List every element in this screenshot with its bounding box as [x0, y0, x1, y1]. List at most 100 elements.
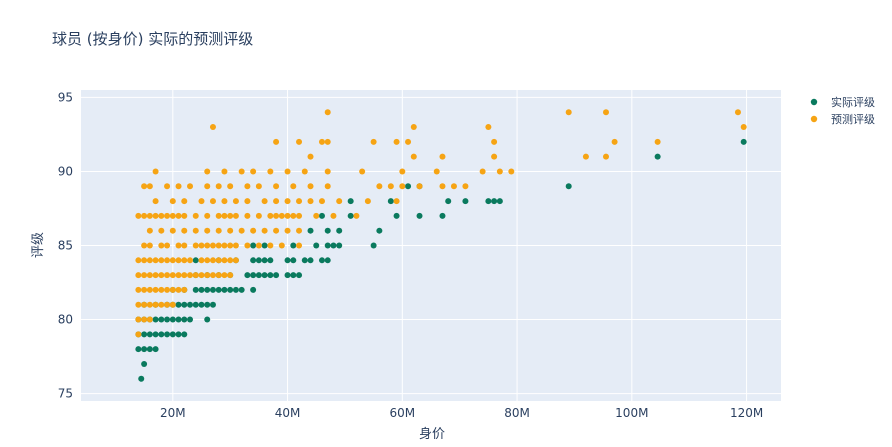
- predicted-rating-point[interactable]: [307, 183, 314, 190]
- actual-rating-point[interactable]: [290, 272, 297, 279]
- predicted-rating-point[interactable]: [209, 257, 216, 264]
- predicted-rating-point[interactable]: [215, 212, 222, 219]
- actual-rating-point[interactable]: [290, 257, 297, 264]
- predicted-rating-point[interactable]: [296, 227, 303, 234]
- actual-rating-point[interactable]: [181, 316, 188, 323]
- actual-rating-point[interactable]: [387, 198, 394, 205]
- predicted-rating-point[interactable]: [284, 212, 291, 219]
- predicted-rating-point[interactable]: [169, 198, 176, 205]
- predicted-rating-point[interactable]: [410, 153, 417, 160]
- actual-rating-point[interactable]: [181, 331, 188, 338]
- predicted-rating-point[interactable]: [330, 212, 337, 219]
- actual-rating-point[interactable]: [347, 198, 354, 205]
- actual-rating-point[interactable]: [347, 212, 354, 219]
- actual-rating-point[interactable]: [238, 286, 245, 293]
- predicted-rating-point[interactable]: [232, 198, 239, 205]
- predicted-rating-point[interactable]: [215, 272, 222, 279]
- predicted-rating-point[interactable]: [267, 168, 274, 175]
- predicted-rating-point[interactable]: [204, 242, 211, 249]
- actual-rating-point[interactable]: [215, 286, 222, 293]
- predicted-rating-point[interactable]: [307, 198, 314, 205]
- actual-rating-point[interactable]: [393, 212, 400, 219]
- predicted-rating-point[interactable]: [450, 183, 457, 190]
- actual-rating-point[interactable]: [330, 242, 337, 249]
- predicted-rating-point[interactable]: [232, 257, 239, 264]
- predicted-rating-point[interactable]: [324, 109, 331, 116]
- predicted-rating-point[interactable]: [227, 242, 234, 249]
- actual-rating-point[interactable]: [181, 301, 188, 308]
- predicted-rating-point[interactable]: [141, 272, 148, 279]
- predicted-rating-point[interactable]: [296, 212, 303, 219]
- predicted-rating-point[interactable]: [296, 198, 303, 205]
- actual-rating-point[interactable]: [141, 346, 148, 353]
- predicted-rating-point[interactable]: [278, 212, 285, 219]
- predicted-rating-point[interactable]: [169, 301, 176, 308]
- predicted-rating-point[interactable]: [261, 227, 268, 234]
- predicted-rating-point[interactable]: [141, 316, 148, 323]
- predicted-rating-point[interactable]: [146, 227, 153, 234]
- predicted-rating-point[interactable]: [221, 272, 228, 279]
- predicted-rating-point[interactable]: [141, 301, 148, 308]
- predicted-rating-point[interactable]: [169, 212, 176, 219]
- predicted-rating-point[interactable]: [313, 212, 320, 219]
- actual-rating-point[interactable]: [324, 227, 331, 234]
- actual-rating-point[interactable]: [324, 242, 331, 249]
- predicted-rating-point[interactable]: [439, 183, 446, 190]
- predicted-rating-point[interactable]: [410, 124, 417, 131]
- predicted-rating-point[interactable]: [370, 138, 377, 145]
- predicted-rating-point[interactable]: [152, 168, 159, 175]
- predicted-rating-point[interactable]: [175, 257, 182, 264]
- actual-rating-point[interactable]: [496, 198, 503, 205]
- actual-rating-point[interactable]: [209, 301, 216, 308]
- predicted-rating-point[interactable]: [255, 183, 262, 190]
- predicted-rating-point[interactable]: [582, 153, 589, 160]
- actual-rating-point[interactable]: [255, 257, 262, 264]
- predicted-rating-point[interactable]: [164, 212, 171, 219]
- predicted-rating-point[interactable]: [508, 168, 515, 175]
- actual-rating-point[interactable]: [445, 198, 452, 205]
- predicted-rating-point[interactable]: [399, 168, 406, 175]
- predicted-rating-point[interactable]: [244, 183, 251, 190]
- predicted-rating-point[interactable]: [491, 153, 498, 160]
- predicted-rating-point[interactable]: [491, 138, 498, 145]
- predicted-rating-point[interactable]: [359, 168, 366, 175]
- predicted-rating-point[interactable]: [146, 316, 153, 323]
- predicted-rating-point[interactable]: [192, 227, 199, 234]
- predicted-rating-point[interactable]: [204, 212, 211, 219]
- predicted-rating-point[interactable]: [152, 198, 159, 205]
- actual-rating-point[interactable]: [462, 198, 469, 205]
- predicted-rating-point[interactable]: [209, 242, 216, 249]
- predicted-rating-point[interactable]: [141, 286, 148, 293]
- actual-rating-point[interactable]: [250, 242, 257, 249]
- actual-rating-point[interactable]: [152, 331, 159, 338]
- actual-rating-point[interactable]: [209, 286, 216, 293]
- actual-rating-point[interactable]: [491, 198, 498, 205]
- predicted-rating-point[interactable]: [290, 183, 297, 190]
- predicted-rating-point[interactable]: [158, 257, 165, 264]
- predicted-rating-point[interactable]: [255, 212, 262, 219]
- predicted-rating-point[interactable]: [364, 198, 371, 205]
- actual-rating-point[interactable]: [187, 316, 194, 323]
- actual-rating-point[interactable]: [232, 286, 239, 293]
- predicted-rating-point[interactable]: [146, 183, 153, 190]
- predicted-rating-point[interactable]: [740, 124, 747, 131]
- predicted-rating-point[interactable]: [181, 257, 188, 264]
- predicted-rating-point[interactable]: [324, 168, 331, 175]
- predicted-rating-point[interactable]: [187, 257, 194, 264]
- predicted-rating-point[interactable]: [273, 227, 280, 234]
- actual-rating-point[interactable]: [141, 331, 148, 338]
- predicted-rating-point[interactable]: [238, 227, 245, 234]
- predicted-rating-point[interactable]: [158, 272, 165, 279]
- predicted-rating-point[interactable]: [181, 227, 188, 234]
- predicted-rating-point[interactable]: [307, 153, 314, 160]
- actual-rating-point[interactable]: [284, 257, 291, 264]
- actual-rating-point[interactable]: [204, 316, 211, 323]
- predicted-rating-point[interactable]: [135, 301, 142, 308]
- predicted-rating-point[interactable]: [169, 227, 176, 234]
- predicted-rating-point[interactable]: [164, 286, 171, 293]
- actual-rating-point[interactable]: [250, 286, 257, 293]
- actual-rating-point[interactable]: [158, 331, 165, 338]
- predicted-rating-point[interactable]: [376, 183, 383, 190]
- predicted-rating-point[interactable]: [227, 272, 234, 279]
- predicted-rating-point[interactable]: [141, 183, 148, 190]
